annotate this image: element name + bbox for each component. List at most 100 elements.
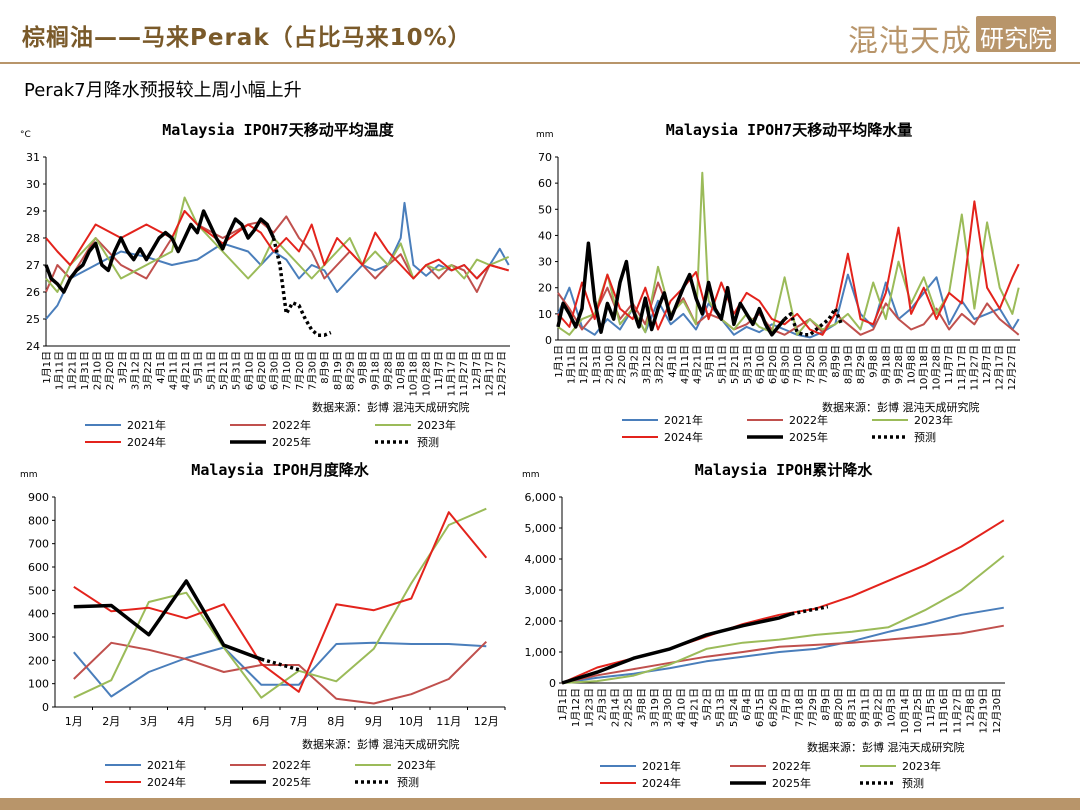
chart-title: Malaysia IPOH累计降水 — [695, 461, 873, 479]
source-note: 数据来源：彭博 混沌天成研究院 — [822, 400, 980, 414]
x-tick-label: 10月28日 — [931, 345, 943, 390]
logo-text: 混沌天成 — [848, 24, 972, 59]
legend-label: 2023年 — [914, 413, 953, 427]
x-tick-label: 3月8日 — [636, 688, 648, 721]
legend-label: 2024年 — [127, 435, 166, 449]
x-tick-label: 5月11日 — [717, 345, 729, 384]
x-tick-label: 7月 — [290, 715, 308, 728]
y-tick-label: 30 — [538, 256, 552, 269]
y-unit-label: mm — [522, 470, 540, 480]
series-line-1 — [561, 624, 1004, 684]
y-tick-label: 26 — [26, 286, 40, 299]
x-tick-label: 7月10日 — [281, 351, 293, 390]
y-tick-label: 31 — [26, 151, 40, 164]
series-line-5 — [260, 657, 300, 672]
legend-label: 2024年 — [642, 776, 681, 790]
cumulative-rainfall-chart: Malaysia IPOH累计降水 mm 0 1,000 2,000 3,000 4,000… — [522, 461, 1005, 790]
x-tick-label: 1月31日 — [79, 351, 91, 390]
x-tick-label: 9月8日 — [357, 351, 369, 384]
x-tick-label: 3月2日 — [629, 345, 641, 378]
x-tick-label: 12月17日 — [994, 345, 1006, 390]
series-line-2 — [45, 196, 510, 293]
x-tick-label: 9月8日 — [868, 345, 880, 378]
x-tick-label: 1月12日 — [570, 688, 582, 727]
x-tick-label: 9月28日 — [893, 345, 905, 384]
x-tick-label: 2月20日 — [616, 345, 628, 384]
x-tick-label: 5月13日 — [715, 688, 727, 727]
series-line-3 — [45, 210, 509, 280]
legend-label: 2021年 — [642, 759, 681, 773]
page-title: 棕榈油——马来Perak（占比马来10%） — [22, 25, 472, 51]
series-line-4 — [73, 579, 262, 661]
x-tick-label: 3月2日 — [117, 351, 129, 384]
y-tick-label: 29 — [26, 205, 40, 218]
x-tick-label: 1月 — [65, 715, 83, 728]
y-tick-label: 10 — [538, 308, 552, 321]
legend-label: 2025年 — [272, 775, 311, 789]
x-tick-label: 3月 — [140, 715, 158, 728]
series-line-5 — [271, 237, 332, 337]
x-tick-label: 11月7日 — [943, 345, 955, 384]
x-tick-label: 4月11日 — [679, 345, 691, 384]
x-tick-label: 12月7日 — [981, 345, 993, 384]
x-tick-label: 8月19日 — [332, 351, 344, 390]
x-tick-label: 2月10日 — [603, 345, 615, 384]
y-tick-label: 100 — [28, 678, 49, 691]
x-tick-label: 7月7日 — [780, 688, 792, 721]
logo-box-text: 研究院 — [980, 25, 1052, 53]
x-tick-label: 12月17日 — [484, 351, 496, 396]
x-tick-label: 8月 — [327, 715, 345, 728]
x-tick-label: 11月27日 — [458, 351, 470, 396]
x-tick-label: 4月 — [177, 715, 195, 728]
x-tick-label: 4月11日 — [167, 351, 179, 390]
x-tick-label: 7月20日 — [294, 351, 306, 390]
y-tick-label: 700 — [28, 538, 49, 551]
x-tick-label: 4月21日 — [691, 345, 703, 384]
x-tick-label: 12月7日 — [471, 351, 483, 390]
x-tick-label: 8月9日 — [319, 351, 331, 384]
series-line-2 — [561, 555, 1005, 684]
y-tick-label: 4,000 — [525, 553, 557, 566]
y-tick-label: 600 — [28, 561, 49, 574]
x-tick-label: 8月29日 — [344, 351, 356, 390]
y-tick-label: 30 — [26, 178, 40, 191]
y-tick-label: 70 — [538, 151, 552, 164]
x-tick-label: 2月20日 — [104, 351, 116, 390]
x-tick-label: 4月1日 — [155, 351, 167, 384]
x-tick-label: 11月17日 — [956, 345, 968, 390]
y-tick-label: 400 — [28, 608, 49, 621]
series-line-2 — [73, 507, 487, 699]
x-tick-label: 9月11日 — [859, 688, 871, 727]
x-tick-label: 7月30日 — [817, 345, 829, 384]
x-tick-label: 1月1日 — [553, 345, 565, 378]
x-tick-label: 1月21日 — [578, 345, 590, 384]
x-tick-label: 6月20日 — [256, 351, 268, 390]
legend-label: 预测 — [914, 431, 936, 444]
x-tick-label: 10月8日 — [395, 351, 407, 390]
x-tick-label: 5月1日 — [704, 345, 716, 378]
legend-label: 2021年 — [147, 758, 186, 772]
x-tick-label: 1月11日 — [566, 345, 578, 384]
brand-logo: 混沌天成 研究院 — [848, 14, 1056, 59]
x-tick-label: 3月22日 — [142, 351, 154, 390]
y-tick-label: 27 — [26, 259, 40, 272]
x-tick-label: 5月21日 — [218, 351, 230, 390]
y-tick-label: 900 — [28, 491, 49, 504]
x-tick-label: 5月31日 — [231, 351, 243, 390]
legend-label: 2025年 — [789, 430, 828, 444]
x-tick-label: 6月 — [252, 715, 270, 728]
x-tick-label: 12月8日 — [965, 688, 977, 727]
y-tick-label: 800 — [28, 514, 49, 527]
y-tick-label: 200 — [28, 654, 49, 667]
x-tick-label: 3月12日 — [641, 345, 653, 384]
x-tick-label: 5月1日 — [193, 351, 205, 384]
y-tick-label: 5,000 — [525, 522, 557, 535]
y-tick-label: 500 — [28, 584, 49, 597]
x-tick-label: 10月18日 — [408, 351, 420, 396]
y-tick-label: 2,000 — [525, 615, 557, 628]
x-tick-label: 2月25日 — [623, 688, 635, 727]
legend-label: 2023年 — [417, 418, 456, 432]
x-tick-label: 10月3日 — [886, 688, 898, 727]
legend-label: 2022年 — [272, 758, 311, 772]
x-tick-label: 10月25日 — [912, 688, 924, 733]
